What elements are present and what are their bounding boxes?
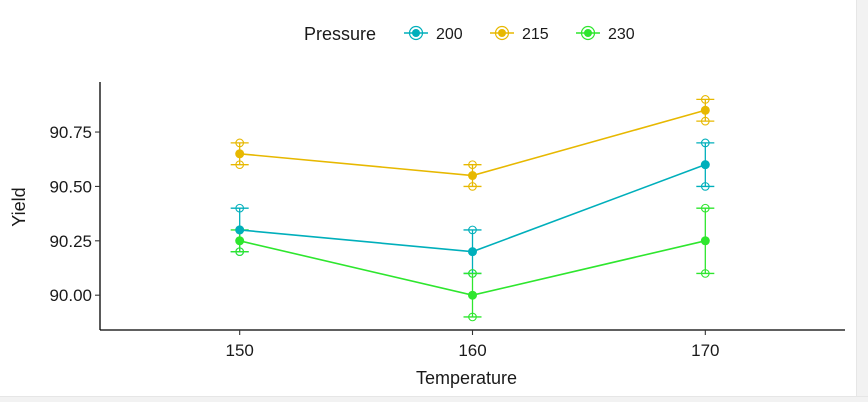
legend-ring-200 — [408, 25, 424, 41]
error-end-upper — [235, 203, 245, 213]
error-end-upper — [700, 203, 710, 213]
x-tick-label: 160 — [458, 341, 486, 360]
y-tick-label: 90.75 — [49, 123, 92, 142]
x-tick-label: 150 — [226, 341, 254, 360]
error-end-upper — [468, 269, 477, 278]
legend-marker-215 — [498, 29, 506, 37]
error-end-lower — [468, 182, 477, 191]
error-end-lower — [700, 116, 710, 126]
data-point-215 — [235, 149, 245, 159]
legend-marker-230 — [584, 29, 592, 37]
data-point-230 — [700, 236, 710, 246]
x-tick-label: 170 — [691, 341, 719, 360]
data-point-230 — [235, 236, 245, 246]
error-end-upper — [235, 138, 245, 148]
error-end-lower — [700, 269, 710, 278]
data-point-200 — [468, 247, 477, 257]
legend-label-215: 215 — [522, 26, 549, 43]
error-end-upper — [468, 225, 477, 235]
error-end-lower — [235, 160, 245, 170]
legend-ring-230 — [580, 25, 596, 41]
legend-title: Pressure — [304, 24, 376, 44]
data-point-200 — [700, 160, 710, 170]
error-end-upper — [468, 160, 477, 170]
data-point-200 — [235, 225, 245, 235]
y-tick-label: 90.25 — [49, 232, 92, 251]
legend-label-230: 230 — [608, 26, 635, 43]
right-edge — [856, 0, 868, 401]
x-axis-title: Temperature — [416, 368, 517, 388]
data-point-215 — [468, 171, 477, 181]
legend-label-200: 200 — [436, 26, 463, 43]
error-end-lower — [700, 182, 710, 191]
y-tick-label: 90.00 — [49, 286, 92, 305]
data-point-230 — [468, 290, 477, 300]
error-end-lower — [468, 312, 477, 322]
error-end-upper — [700, 138, 710, 148]
error-end-upper — [700, 95, 710, 104]
data-point-215 — [700, 105, 710, 115]
y-tick-label: 90.50 — [49, 177, 92, 196]
error-end-lower — [235, 247, 245, 257]
y-axis-title: Yield — [9, 187, 29, 226]
legend-ring-215 — [494, 25, 510, 41]
bottom-edge — [0, 396, 868, 402]
legend-marker-200 — [412, 29, 420, 37]
